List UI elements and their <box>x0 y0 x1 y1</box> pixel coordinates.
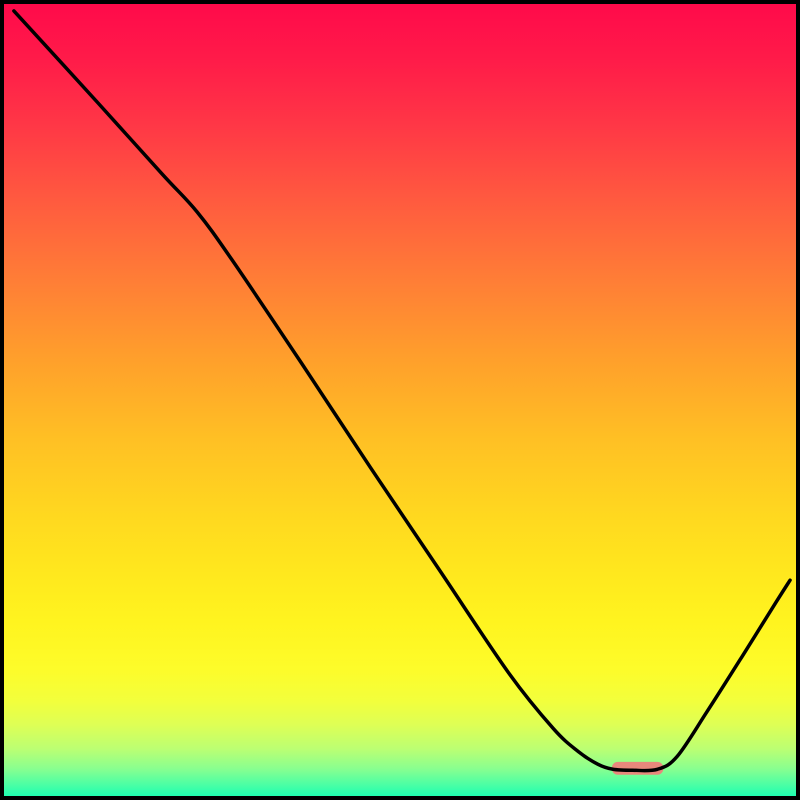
bottleneck-chart <box>0 0 800 800</box>
chart-wrapper: TheBottleneck.com <box>0 0 800 800</box>
gradient-background <box>4 4 796 796</box>
chart-svg <box>4 4 796 796</box>
